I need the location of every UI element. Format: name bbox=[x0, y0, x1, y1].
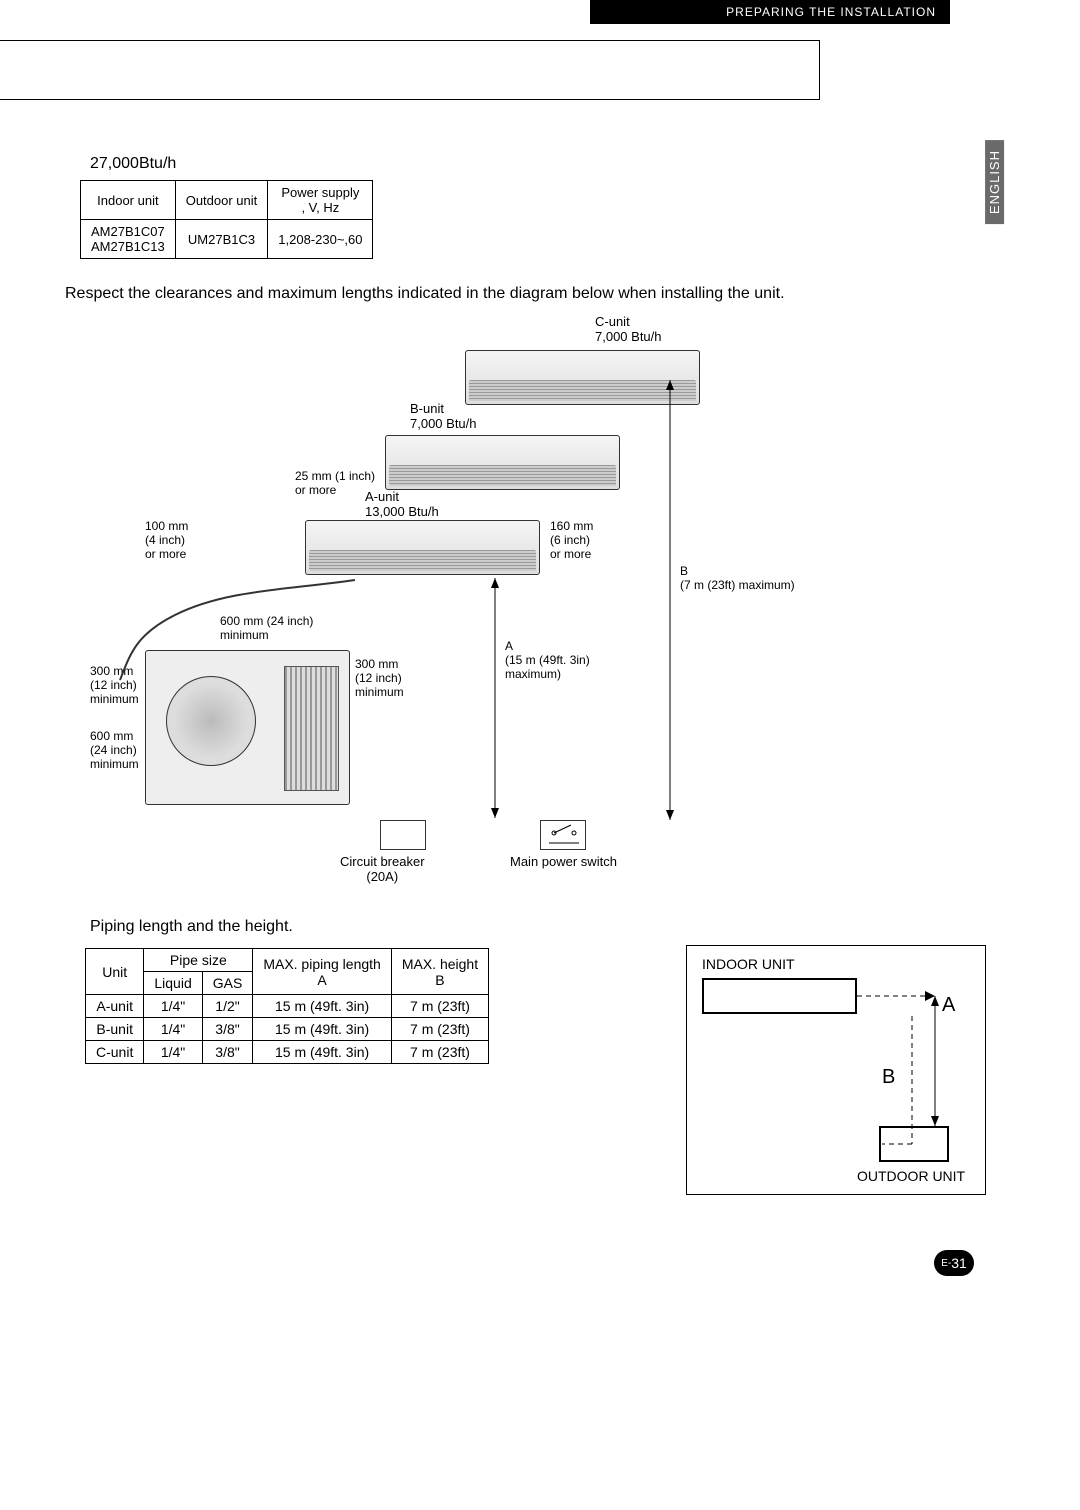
th-indoor: Indoor unit bbox=[81, 181, 176, 220]
b-len-label: B (7 m (23ft) maximum) bbox=[680, 565, 795, 593]
table-cell: 7 m (23ft) bbox=[391, 995, 488, 1018]
page-number: E-31 bbox=[934, 1250, 974, 1276]
installation-diagram: C-unit 7,000 Btu/h B-unit 7,000 Btu/h A-… bbox=[110, 320, 870, 890]
b-unit-label: B-unit 7,000 Btu/h bbox=[410, 402, 477, 432]
mini-outdoor-box bbox=[879, 1126, 949, 1162]
piping-table: Unit Pipe size MAX. piping length A MAX.… bbox=[85, 948, 489, 1064]
table-cell: A-unit bbox=[86, 995, 144, 1018]
td-outdoor: UM27B1C3 bbox=[175, 220, 268, 259]
breaker-label: Circuit breaker (20A) bbox=[340, 855, 425, 885]
th-gas: GAS bbox=[202, 972, 253, 995]
piping-title: Piping length and the height. bbox=[90, 918, 293, 936]
mini-diagram: INDOOR UNIT A B OUTDOOR UNIT bbox=[686, 945, 986, 1195]
section-header: PREPARING THE INSTALLATION bbox=[590, 0, 950, 24]
language-tab: ENGLISH bbox=[985, 140, 1004, 224]
table-cell: 3/8" bbox=[202, 1018, 253, 1041]
table-cell: 1/4" bbox=[144, 1018, 202, 1041]
th-pipe: Pipe size bbox=[144, 949, 253, 972]
clr-600-bottom: 600 mm (24 inch) minimum bbox=[90, 730, 139, 771]
c-unit-label: C-unit 7,000 Btu/h bbox=[595, 315, 662, 345]
table-cell: 3/8" bbox=[202, 1041, 253, 1064]
table-cell: 15 m (49ft. 3in) bbox=[253, 1041, 392, 1064]
a-len-label: A (15 m (49ft. 3in) maximum) bbox=[505, 640, 590, 681]
breaker-box bbox=[380, 820, 426, 850]
left-100-label: 100 mm (4 inch) or more bbox=[145, 520, 188, 561]
th-maxlen: MAX. piping length A bbox=[253, 949, 392, 995]
clearances-text: Respect the clearances and maximum lengt… bbox=[65, 285, 785, 303]
th-unit: Unit bbox=[86, 949, 144, 995]
table-cell: C-unit bbox=[86, 1041, 144, 1064]
table-cell: 15 m (49ft. 3in) bbox=[253, 995, 392, 1018]
td-power: 1,208-230~,60 bbox=[268, 220, 373, 259]
td-indoor: AM27B1C07AM27B1C13 bbox=[81, 220, 176, 259]
table-cell: 7 m (23ft) bbox=[391, 1041, 488, 1064]
table-cell: 1/4" bbox=[144, 1041, 202, 1064]
table-cell: 15 m (49ft. 3in) bbox=[253, 1018, 392, 1041]
table-cell: 7 m (23ft) bbox=[391, 1018, 488, 1041]
table-cell: B-unit bbox=[86, 1018, 144, 1041]
title-frame bbox=[0, 40, 820, 100]
b-unit-graphic bbox=[385, 435, 620, 490]
th-power: Power supply , V, Hz bbox=[268, 181, 373, 220]
table-cell: 1/2" bbox=[202, 995, 253, 1018]
switch-box bbox=[540, 820, 586, 850]
th-liquid: Liquid bbox=[144, 972, 202, 995]
a-unit-graphic bbox=[305, 520, 540, 575]
mini-outdoor-label: OUTDOOR UNIT bbox=[857, 1168, 965, 1184]
th-outdoor: Outdoor unit bbox=[175, 181, 268, 220]
a-unit-label: A-unit 13,000 Btu/h bbox=[365, 490, 439, 520]
table-cell: 1/4" bbox=[144, 995, 202, 1018]
top-25-label: 25 mm (1 inch) or more bbox=[295, 470, 375, 498]
model-table: Indoor unit Outdoor unit Power supply , … bbox=[80, 180, 373, 259]
right-160-label: 160 mm (6 inch) or more bbox=[550, 520, 593, 561]
btu-heading: 27,000Btu/h bbox=[90, 155, 176, 173]
th-maxh: MAX. height B bbox=[391, 949, 488, 995]
switch-label: Main power switch bbox=[510, 855, 617, 870]
